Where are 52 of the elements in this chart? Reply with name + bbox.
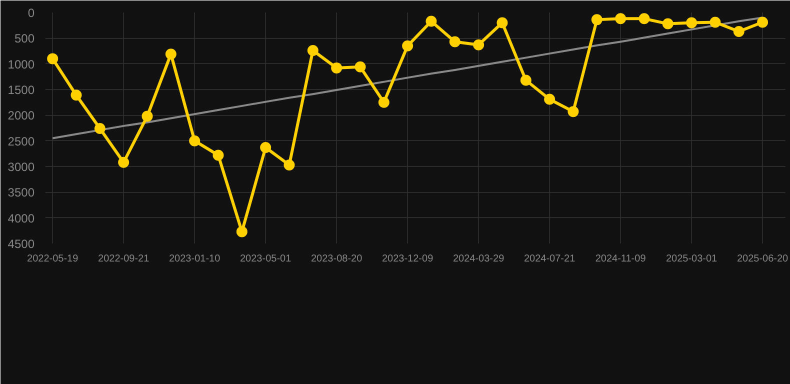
point	[118, 156, 130, 168]
point	[426, 16, 437, 27]
point	[165, 48, 176, 60]
point	[189, 135, 200, 146]
point	[236, 226, 248, 238]
point	[331, 62, 342, 74]
point	[568, 106, 579, 118]
y-tick-label: 2500	[8, 134, 35, 148]
x-tick-label: 2024-11-09	[595, 254, 646, 264]
point	[307, 44, 318, 56]
point	[638, 13, 650, 24]
point	[70, 90, 82, 101]
x-tick-label: 2025-03-01	[666, 254, 718, 264]
x-tick-label: 2023-12-09	[382, 254, 434, 264]
y-tick-label: 1500	[8, 83, 35, 97]
point	[378, 96, 390, 108]
y-tick-label: 500	[14, 32, 35, 46]
point	[686, 17, 698, 28]
point	[94, 123, 106, 134]
point	[615, 13, 626, 24]
point	[47, 53, 58, 64]
point	[520, 74, 532, 86]
x-tick-label: 2025-06-20	[736, 254, 789, 264]
y-tick-label: 1000	[8, 57, 35, 72]
point	[710, 16, 721, 28]
point	[142, 110, 153, 122]
point	[544, 94, 556, 105]
x-tick-label: 2023-01-10	[169, 254, 221, 264]
x-tick-label: 2022-05-19	[27, 254, 79, 264]
point	[402, 40, 414, 52]
point	[212, 150, 224, 161]
x-tick-label: 2024-07-21	[524, 254, 576, 264]
y-tick-label: 4500	[8, 237, 35, 251]
x-tick-label: 2023-08-20	[311, 254, 363, 264]
y-tick-label: 2000	[8, 108, 35, 123]
y-tick-label: 4000	[8, 211, 35, 226]
point	[449, 36, 460, 48]
y-tick-label: 3500	[8, 186, 35, 200]
point	[591, 14, 602, 26]
y-tick-label: 3000	[8, 160, 35, 174]
x-tick-label: 2023-05-01	[240, 254, 292, 264]
point	[354, 61, 366, 72]
point	[473, 39, 484, 50]
point	[662, 18, 674, 30]
y-tick-label: 0	[28, 6, 35, 20]
point	[260, 142, 272, 153]
point	[496, 17, 508, 28]
x-tick-label: 2022-09-21	[98, 254, 150, 264]
point	[284, 159, 295, 170]
point	[733, 26, 744, 37]
point	[757, 16, 768, 28]
x-tick-label: 2024-03-29	[452, 254, 505, 264]
